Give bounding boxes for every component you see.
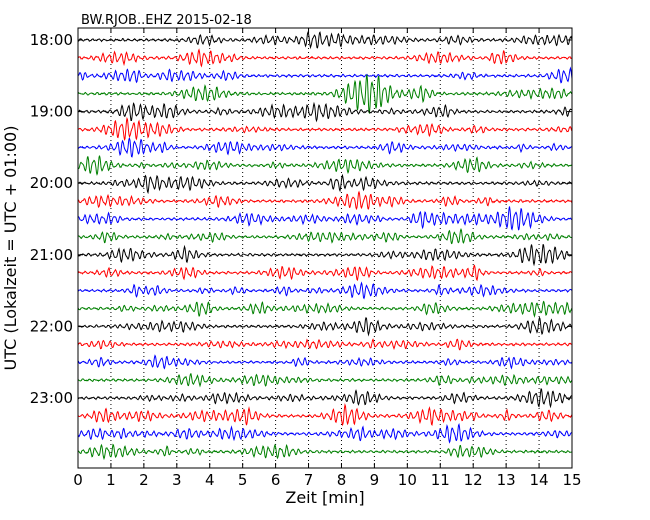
trace-line bbox=[77, 373, 573, 388]
x-tick-label: 3 bbox=[172, 471, 182, 489]
trace-line bbox=[77, 137, 573, 158]
x-tick-label: 12 bbox=[464, 471, 483, 489]
x-tick-label: 14 bbox=[530, 471, 549, 489]
y-tick-label: 18:00 bbox=[30, 31, 73, 49]
trace-line bbox=[77, 244, 573, 267]
trace-line bbox=[77, 101, 573, 123]
x-tick-label: 7 bbox=[304, 471, 314, 489]
trace-line bbox=[77, 206, 573, 231]
trace-line bbox=[77, 66, 573, 84]
seismic-traces bbox=[77, 31, 573, 461]
trace-line bbox=[77, 281, 573, 300]
grid-lines bbox=[110, 28, 540, 468]
trace-line bbox=[77, 74, 573, 114]
y-tick-label: 22:00 bbox=[30, 317, 73, 335]
y-tick-label: 23:00 bbox=[30, 389, 73, 407]
trace-line bbox=[77, 316, 573, 337]
y-axis-label: UTC (Lokalzeit = UTC + 01:00) bbox=[1, 126, 20, 371]
trace-line bbox=[77, 155, 573, 176]
x-tick-label: 5 bbox=[238, 471, 248, 489]
y-tick-label: 21:00 bbox=[30, 246, 73, 264]
trace-line bbox=[77, 422, 573, 444]
chart-title: BW.RJOB..EHZ 2015-02-18 bbox=[81, 13, 252, 28]
trace-line bbox=[77, 388, 573, 409]
y-axis: 18:00 19:00 20:00 21:00 22:00 23:00 bbox=[30, 31, 572, 407]
x-tick-label: 10 bbox=[398, 471, 417, 489]
trace-line bbox=[77, 190, 573, 211]
trace-line bbox=[77, 402, 573, 427]
x-tick-label: 9 bbox=[370, 471, 380, 489]
plot-frame bbox=[77, 27, 573, 469]
x-tick-label: 6 bbox=[271, 471, 281, 489]
x-tick-label: 11 bbox=[431, 471, 450, 489]
x-tick-label: 2 bbox=[139, 471, 149, 489]
x-tick-label: 1 bbox=[106, 471, 116, 489]
trace-line bbox=[77, 48, 573, 68]
x-tick-label: 0 bbox=[73, 471, 83, 489]
trace-line bbox=[77, 264, 573, 282]
y-tick-label: 19:00 bbox=[30, 103, 73, 121]
x-axis-label: Zeit [min] bbox=[285, 488, 364, 507]
trace-line bbox=[77, 443, 573, 461]
x-axis: 0 1 2 3 4 5 6 7 8 9 10 11 12 13 14 15 bbox=[73, 28, 582, 489]
y-tick-label: 20:00 bbox=[30, 174, 73, 192]
x-tick-label: 13 bbox=[497, 471, 516, 489]
x-tick-label: 15 bbox=[562, 471, 581, 489]
trace-line bbox=[77, 300, 573, 318]
trace-line bbox=[77, 227, 573, 245]
trace-line bbox=[77, 354, 573, 370]
trace-line bbox=[77, 338, 573, 351]
x-tick-label: 4 bbox=[205, 471, 215, 489]
trace-line bbox=[77, 173, 573, 195]
x-tick-label: 8 bbox=[337, 471, 347, 489]
trace-line bbox=[77, 31, 573, 50]
trace-line bbox=[77, 116, 573, 142]
